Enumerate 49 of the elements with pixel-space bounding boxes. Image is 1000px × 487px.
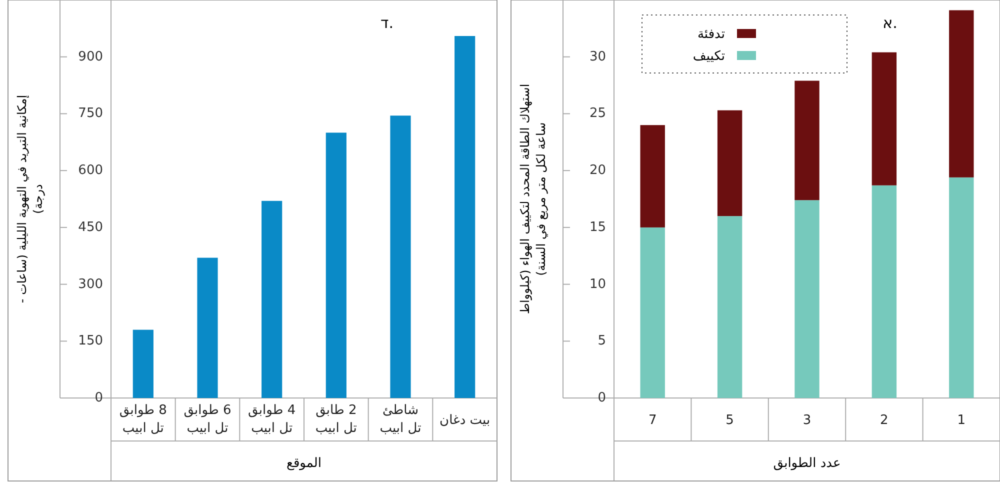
bar: [717, 110, 742, 216]
x-tick-label: 2 طابق تل ابيب: [315, 403, 358, 436]
y-tick-label: 0: [598, 390, 606, 406]
x-tick-label: 4 طوابق تل ابيب: [248, 403, 296, 436]
bar: [454, 36, 476, 398]
y-tick-label: 600: [78, 163, 103, 178]
bar: [640, 125, 665, 228]
bar: [872, 52, 897, 186]
x-axis-title: الموقع: [286, 456, 322, 471]
x-tick-label: 8 طوابق تل ابيب: [119, 403, 167, 436]
y-tick-label: 25: [589, 106, 606, 122]
y-tick-label: 10: [589, 276, 606, 292]
bar: [794, 80, 820, 200]
bar: [262, 200, 282, 398]
y-tick-label: 5: [598, 334, 606, 349]
y-tick-label: 15: [589, 220, 606, 235]
y-axis-title: إمكانية التبريد في التهوية الليلية (ساعات - درجة): [15, 94, 45, 304]
bar: [717, 216, 742, 398]
y-axis-title: استهلاك الطاقة المحدد لتكييف الهواء (كيلوواط ساعة لكل متر مربع في السنة): [518, 84, 548, 314]
x-tick-label: 3: [802, 413, 812, 428]
legend-label: تدفئة: [697, 27, 726, 42]
x-tick-label: 1: [957, 413, 966, 428]
x-tick-label: 2: [880, 413, 888, 428]
text: ד.: [380, 14, 394, 32]
y-tick-label: 300: [78, 276, 103, 292]
y-tick-label: 0: [94, 390, 103, 406]
y-tick-label: 20: [589, 163, 606, 178]
bar: [794, 200, 820, 398]
bar: [872, 185, 897, 398]
bar: [390, 116, 411, 398]
x-tick-label: 5: [726, 413, 734, 428]
bar: [949, 177, 974, 398]
x-tick-label: 6 طوابق تل ابيب: [184, 403, 232, 436]
y-tick-label: 150: [78, 334, 103, 349]
x-tick-label: بيت دغان: [440, 413, 490, 428]
bar: [197, 258, 218, 398]
y-tick-label: 750: [78, 106, 103, 122]
y-tick-label: 900: [78, 49, 103, 64]
y-tick-label: 450: [78, 220, 103, 235]
text: א.: [882, 14, 898, 32]
bar: [326, 132, 346, 398]
bar: [132, 330, 154, 398]
y-tick-label: 30: [589, 49, 606, 64]
bar: [640, 227, 665, 398]
x-tick-label: 7: [648, 413, 657, 428]
bar: [949, 10, 974, 178]
x-axis-title: عدد الطوابق: [773, 456, 841, 471]
legend-label: تكييف: [692, 49, 726, 64]
x-tick-label: شاطئ تل ابيب: [380, 403, 422, 436]
